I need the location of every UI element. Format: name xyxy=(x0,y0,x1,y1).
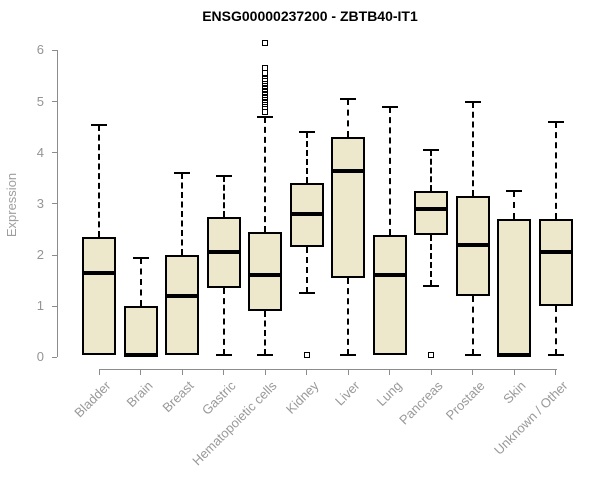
whisker-high-pancreas xyxy=(430,150,433,192)
outlier-hematopoietic-cells xyxy=(262,108,269,115)
box-brain xyxy=(123,306,158,358)
whisker-cap-high-prostate xyxy=(464,100,481,103)
whisker-high-skin xyxy=(513,191,516,220)
x-tick xyxy=(347,370,349,375)
box-unknown-other xyxy=(538,219,573,307)
box-skin xyxy=(497,219,532,358)
outlier-hematopoietic-cells xyxy=(262,39,269,46)
y-tick xyxy=(52,305,57,307)
y-tick-label: 6 xyxy=(36,42,44,58)
outlier-kidney xyxy=(303,351,310,358)
whisker-cap-high-skin xyxy=(506,190,523,193)
whisker-cap-high-unknown-other xyxy=(547,121,564,123)
whisker-high-unknown-other xyxy=(554,122,557,220)
median-prostate xyxy=(455,242,490,247)
y-axis-line xyxy=(57,50,58,358)
x-axis-line xyxy=(99,369,557,370)
y-tick-label: 5 xyxy=(36,93,44,109)
y-tick-label: 2 xyxy=(36,247,44,262)
whisker-high-lung xyxy=(388,106,391,235)
x-tick xyxy=(181,370,183,375)
median-brain xyxy=(123,352,158,357)
x-tick xyxy=(430,370,432,375)
whisker-cap-low-kidney xyxy=(298,292,315,295)
whisker-low-unknown-other xyxy=(554,306,557,355)
whisker-high-prostate xyxy=(471,101,474,197)
y-tick-label: 3 xyxy=(36,195,44,211)
whisker-cap-high-lung xyxy=(381,105,398,108)
y-tick-label: 4 xyxy=(36,144,44,160)
whisker-low-hematopoietic-cells xyxy=(264,311,267,355)
median-kidney xyxy=(289,212,324,217)
median-lung xyxy=(372,273,407,278)
whisker-cap-high-kidney xyxy=(298,131,315,134)
median-skin xyxy=(497,352,532,357)
box-hematopoietic-cells xyxy=(248,231,283,312)
whisker-high-bladder xyxy=(98,124,100,238)
whisker-low-kidney xyxy=(305,247,308,294)
median-liver xyxy=(331,168,366,173)
whisker-cap-high-breast xyxy=(174,172,191,175)
whisker-high-hematopoietic-cells xyxy=(264,116,267,232)
y-tick xyxy=(52,356,57,358)
whisker-cap-low-gastric xyxy=(215,353,232,356)
whisker-cap-low-pancreas xyxy=(423,284,440,287)
y-tick xyxy=(52,203,57,205)
whisker-low-liver xyxy=(347,278,350,355)
median-gastric xyxy=(206,250,241,255)
whisker-cap-low-prostate xyxy=(464,353,481,356)
whisker-low-gastric xyxy=(222,288,225,355)
y-tick-label: 1 xyxy=(36,298,44,314)
x-tick xyxy=(389,370,391,375)
whisker-high-brain xyxy=(139,257,142,307)
whisker-cap-high-brain xyxy=(132,256,149,259)
x-tick xyxy=(472,370,474,375)
median-breast xyxy=(165,293,200,298)
whisker-cap-low-hematopoietic-cells xyxy=(257,353,274,356)
y-tick xyxy=(52,152,57,154)
y-tick xyxy=(52,49,57,51)
whisker-cap-high-gastric xyxy=(215,174,232,177)
whisker-high-kidney xyxy=(305,132,308,184)
whisker-high-breast xyxy=(181,173,184,255)
x-tick xyxy=(513,370,515,375)
whisker-low-prostate xyxy=(471,295,474,355)
median-unknown-other xyxy=(538,250,573,255)
whisker-high-gastric xyxy=(222,175,225,217)
chart-title: ENSG00000237200 - ZBTB40-IT1 xyxy=(202,8,418,24)
whisker-high-liver xyxy=(347,98,350,138)
box-lung xyxy=(372,234,407,355)
median-hematopoietic-cells xyxy=(248,273,283,278)
box-bladder xyxy=(82,237,116,355)
whisker-cap-low-liver xyxy=(340,353,357,356)
y-tick-label: 0 xyxy=(36,349,44,365)
box-pancreas xyxy=(414,191,449,235)
whisker-cap-high-hematopoietic-cells xyxy=(257,115,274,118)
x-tick xyxy=(140,370,142,375)
box-breast xyxy=(165,255,200,355)
y-tick xyxy=(52,101,57,103)
whisker-cap-high-liver xyxy=(340,97,357,100)
whisker-cap-low-unknown-other xyxy=(547,353,564,356)
x-tick xyxy=(306,370,308,375)
x-tick xyxy=(223,370,225,375)
x-tick xyxy=(264,370,266,375)
outlier-pancreas xyxy=(428,351,435,358)
whisker-low-pancreas xyxy=(430,234,433,286)
box-liver xyxy=(331,137,366,278)
median-bladder xyxy=(82,270,116,275)
y-tick xyxy=(52,254,57,256)
median-pancreas xyxy=(414,206,449,211)
whisker-cap-high-bladder xyxy=(91,123,107,126)
x-tick xyxy=(555,370,557,375)
x-tick xyxy=(98,370,100,375)
whisker-cap-high-pancreas xyxy=(423,149,440,152)
